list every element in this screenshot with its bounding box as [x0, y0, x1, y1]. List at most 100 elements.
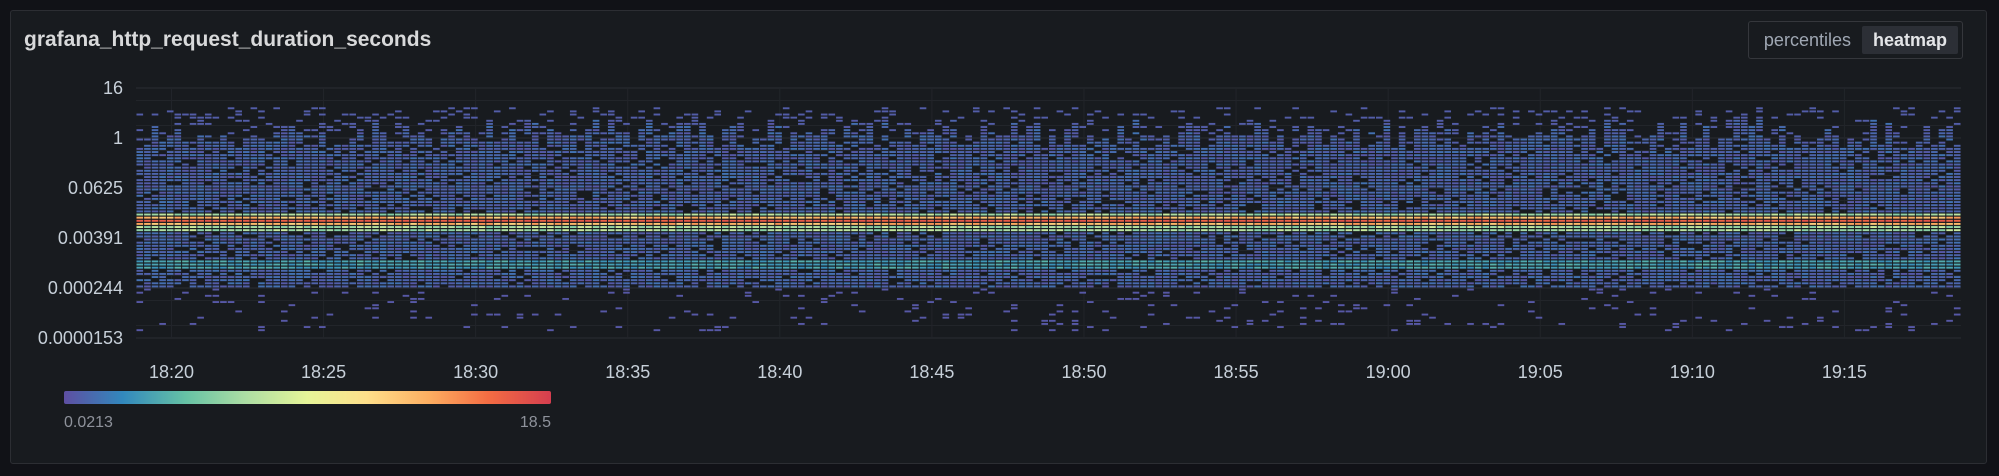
- heatmap-cell: [509, 222, 516, 225]
- heatmap-cell: [684, 141, 691, 144]
- heatmap-cell: [501, 241, 509, 244]
- heatmap-cell: [486, 179, 493, 182]
- heatmap-cell: [577, 219, 585, 222]
- heatmap-cell: [144, 216, 151, 219]
- heatmap-cell: [866, 154, 874, 157]
- heatmap-cell: [851, 210, 858, 213]
- heatmap-cell: [828, 213, 836, 216]
- heatmap-cell: [843, 172, 851, 175]
- heatmap-cell: [722, 157, 729, 160]
- heatmap-cell: [767, 272, 775, 275]
- heatmap-cell: [714, 191, 722, 194]
- heatmap-cell: [433, 269, 440, 272]
- heatmap-button[interactable]: heatmap: [1861, 26, 1958, 54]
- heatmap-cell: [493, 219, 501, 222]
- heatmap-cell: [486, 197, 493, 200]
- heatmap-cell: [402, 185, 410, 188]
- heatmap-cell: [425, 263, 433, 266]
- heatmap-cell: [242, 129, 250, 132]
- heatmap-cell: [912, 222, 919, 225]
- heatmap-cell: [174, 144, 182, 147]
- heatmap-cell: [661, 266, 668, 269]
- heatmap-cell: [166, 219, 174, 222]
- heatmap-cell: [395, 260, 402, 263]
- percentiles-button[interactable]: percentiles: [1753, 26, 1862, 54]
- heatmap-cell: [182, 222, 189, 225]
- heatmap-cell: [516, 144, 524, 147]
- heatmap-cell: [311, 191, 318, 194]
- heatmap-cell: [813, 229, 820, 232]
- heatmap-cell: [258, 172, 265, 175]
- heatmap-cell: [813, 226, 820, 229]
- heatmap-cell: [509, 269, 516, 272]
- heatmap-cell: [433, 185, 440, 188]
- heatmap-cell: [866, 132, 874, 135]
- heatmap-cell: [516, 179, 524, 182]
- heatmap-cell: [166, 269, 174, 272]
- heatmap-cell: [684, 185, 691, 188]
- heatmap-cell: [562, 216, 569, 219]
- heatmap-cell: [311, 188, 318, 191]
- heatmap-cell: [775, 138, 782, 141]
- heatmap-cell: [858, 194, 866, 197]
- heatmap-cell: [364, 176, 372, 178]
- heatmap-cell: [904, 254, 912, 257]
- heatmap-cell: [204, 232, 212, 235]
- heatmap-cell: [425, 266, 433, 269]
- heatmap-cell: [645, 219, 653, 222]
- heatmap-cell: [212, 207, 220, 210]
- heatmap-cell: [851, 169, 858, 172]
- heatmap-cell: [159, 226, 166, 229]
- heatmap-cell: [402, 176, 410, 178]
- heatmap-cell: [653, 216, 661, 219]
- heatmap-cell: [729, 266, 737, 269]
- heatmap-cell: [866, 269, 874, 272]
- heatmap-cell: [265, 263, 273, 266]
- heatmap-cell: [265, 141, 273, 144]
- heatmap-cell: [288, 201, 296, 203]
- heatmap-cell: [334, 194, 341, 197]
- heatmap-cell: [858, 188, 866, 191]
- heatmap-cell: [569, 216, 577, 219]
- heatmap-cell: [509, 144, 516, 147]
- heatmap-cell: [630, 276, 638, 279]
- heatmap-cell: [501, 326, 509, 329]
- heatmap-cell: [273, 201, 280, 203]
- heatmap-cell: [144, 188, 151, 191]
- heatmap-cell: [752, 169, 760, 172]
- heatmap-cell: [706, 247, 714, 250]
- heatmap-cell: [577, 176, 585, 178]
- heatmap-cell: [478, 266, 486, 269]
- heatmap-cell: [463, 113, 471, 116]
- heatmap-cell: [212, 182, 220, 185]
- heatmap-cell: [197, 204, 204, 207]
- heatmap-cell: [722, 210, 729, 213]
- heatmap-cell: [592, 238, 600, 241]
- heatmap-cell: [653, 282, 661, 285]
- heatmap-cell: [326, 160, 334, 163]
- heatmap-cell: [645, 226, 653, 229]
- heatmap-cell: [889, 179, 896, 182]
- heatmap-cell: [950, 279, 957, 282]
- heatmap-cell: [798, 244, 805, 247]
- heatmap-cell: [607, 216, 615, 219]
- heatmap-cell: [722, 251, 729, 254]
- heatmap-cell: [417, 276, 425, 279]
- heatmap-cell: [387, 279, 395, 282]
- heatmap-cell: [486, 147, 493, 150]
- heatmap-cell: [691, 157, 699, 160]
- heatmap-cell: [493, 201, 501, 203]
- heatmap-cell: [554, 238, 562, 241]
- heatmap-cell: [410, 188, 417, 191]
- heatmap-cell: [843, 238, 851, 241]
- heatmap-cell: [592, 119, 600, 122]
- heatmap-cell: [486, 141, 493, 144]
- heatmap-cell: [189, 285, 197, 288]
- heatmap-cell: [934, 144, 942, 147]
- heatmap-cell: [881, 135, 889, 138]
- heatmap-cell: [280, 144, 288, 147]
- heatmap-cell: [767, 129, 775, 132]
- heatmap-cell: [912, 160, 919, 163]
- heatmap-cell: [706, 313, 714, 316]
- heatmap-cell: [615, 201, 623, 203]
